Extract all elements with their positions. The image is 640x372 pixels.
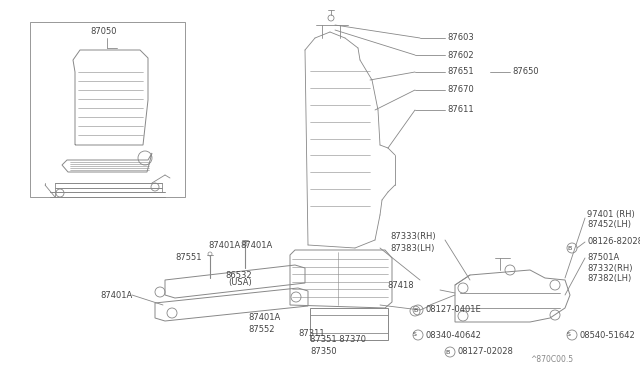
Text: (USA): (USA) — [228, 279, 252, 288]
Text: 08540-51642: 08540-51642 — [579, 330, 635, 340]
Text: 87552: 87552 — [248, 326, 275, 334]
Text: 87651: 87651 — [447, 67, 474, 77]
Text: 08340-40642: 08340-40642 — [425, 330, 481, 340]
Text: 87551: 87551 — [175, 253, 202, 263]
Text: 87401A: 87401A — [100, 291, 132, 299]
Text: 87603: 87603 — [447, 33, 474, 42]
Text: B: B — [567, 246, 571, 250]
Text: 87418: 87418 — [387, 280, 413, 289]
Text: B: B — [413, 308, 417, 312]
Text: 87332(RH): 87332(RH) — [587, 263, 632, 273]
Text: S: S — [567, 333, 571, 337]
Text: 87050: 87050 — [90, 28, 116, 36]
Text: 97401 (RH): 97401 (RH) — [587, 211, 635, 219]
Text: 87350: 87350 — [310, 347, 337, 356]
Text: 87611: 87611 — [447, 106, 474, 115]
Text: 87311: 87311 — [298, 328, 324, 337]
Text: 08127-0401E: 08127-0401E — [425, 305, 481, 314]
Text: 87650: 87650 — [512, 67, 539, 77]
Text: 87401A: 87401A — [240, 241, 272, 250]
Bar — [30, 22, 185, 197]
Text: B: B — [445, 350, 449, 355]
Text: 87401A: 87401A — [208, 241, 240, 250]
Text: 87602: 87602 — [447, 51, 474, 60]
Text: 87383(LH): 87383(LH) — [390, 244, 435, 253]
Text: 08127-02028: 08127-02028 — [457, 347, 513, 356]
Text: 86532: 86532 — [225, 270, 252, 279]
Text: 08126-82028: 08126-82028 — [587, 237, 640, 247]
Text: S: S — [413, 333, 417, 337]
Text: 87501A: 87501A — [587, 253, 620, 263]
Text: 87401A: 87401A — [248, 314, 280, 323]
Text: 87351 87370: 87351 87370 — [310, 336, 366, 344]
Text: ^870C00.5: ^870C00.5 — [530, 356, 573, 365]
Text: 87382(LH): 87382(LH) — [587, 273, 631, 282]
Text: 87452(LH): 87452(LH) — [587, 221, 631, 230]
Text: 87333(RH): 87333(RH) — [390, 232, 436, 241]
Text: 87670: 87670 — [447, 86, 474, 94]
